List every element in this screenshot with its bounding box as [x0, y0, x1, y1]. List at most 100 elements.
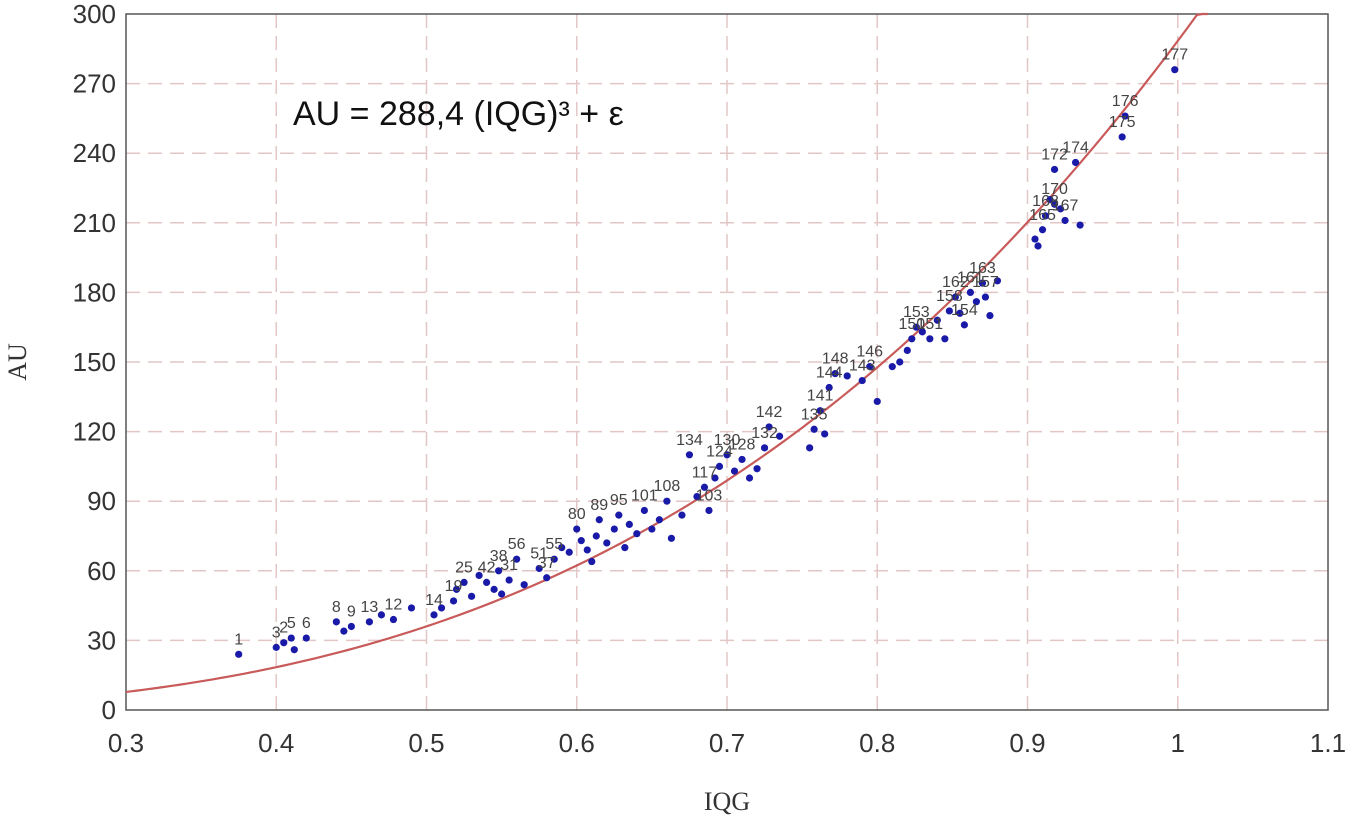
- point-label: 167: [1052, 197, 1079, 214]
- data-point: [810, 425, 818, 433]
- point-label: 103: [696, 487, 723, 504]
- x-axis-label: IQG: [704, 787, 750, 816]
- point-label: 158: [936, 288, 963, 305]
- data-point: [730, 467, 739, 475]
- point-label: 42: [478, 559, 496, 576]
- data-point: [588, 557, 596, 566]
- point-label: 13: [361, 599, 379, 616]
- point-label: 124: [706, 443, 733, 460]
- data-point: [753, 465, 761, 473]
- y-tick-label: 60: [87, 556, 116, 586]
- data-point: [573, 525, 581, 533]
- data-point: [592, 532, 600, 540]
- data-point: [723, 451, 731, 459]
- data-point: [933, 316, 941, 324]
- data-point: [941, 335, 949, 343]
- point-label: 135: [801, 406, 828, 423]
- data-point: [986, 312, 994, 320]
- data-point: [475, 571, 483, 580]
- point-label: 154: [951, 302, 978, 319]
- point-label: 25: [455, 559, 473, 576]
- point-label: 157: [972, 274, 999, 291]
- point-label: 2: [279, 620, 288, 637]
- data-point: [1056, 205, 1065, 213]
- data-point: [610, 525, 618, 533]
- data-point: [490, 585, 498, 593]
- data-point: [520, 581, 528, 589]
- x-tick-label: 1: [1171, 728, 1185, 758]
- data-point: [738, 455, 746, 464]
- data-point: [640, 506, 648, 515]
- y-tick-label: 210: [73, 208, 116, 238]
- point-label: 128: [729, 436, 756, 453]
- point-label: 117: [692, 464, 718, 481]
- point-label: 148: [822, 351, 849, 368]
- point-label: 174: [1062, 139, 1089, 156]
- data-point: [821, 430, 829, 438]
- data-point: [903, 346, 911, 354]
- data-point: [280, 639, 288, 647]
- data-point: [287, 634, 295, 642]
- data-point: [966, 288, 975, 296]
- point-label: 176: [1112, 93, 1139, 110]
- data-point: [1046, 196, 1054, 204]
- data-point: [452, 585, 461, 593]
- data-point: [1050, 200, 1059, 208]
- point-label: 165: [1029, 207, 1056, 224]
- data-point: [926, 335, 934, 343]
- x-tick-label: 0.6: [559, 728, 595, 758]
- y-tick-labels: 0 30 60 90 120 150 180 210 240 270 300: [73, 0, 116, 725]
- point-label: 37: [538, 555, 556, 572]
- data-point: [908, 335, 916, 343]
- point-label: 101: [631, 487, 658, 504]
- x-tick-label: 1.1: [1310, 728, 1346, 758]
- data-point: [583, 546, 591, 554]
- point-label: 6: [302, 615, 311, 632]
- data-points: [235, 66, 1179, 658]
- data-point: [667, 534, 676, 542]
- data-point: [951, 293, 959, 301]
- data-point: [745, 474, 754, 482]
- data-point: [565, 548, 573, 556]
- data-point: [655, 516, 663, 524]
- data-point: [302, 634, 310, 642]
- data-point: [543, 574, 551, 582]
- data-point: [467, 592, 476, 600]
- point-label: 162: [942, 274, 969, 291]
- point-label: 134: [676, 432, 703, 449]
- point-label: 38: [490, 548, 508, 565]
- data-point: [866, 363, 874, 371]
- point-label: 108: [654, 478, 681, 495]
- data-point: [1038, 226, 1047, 234]
- fit-curve-layer: [125, 12, 1208, 694]
- data-point: [873, 397, 881, 406]
- point-label: 1: [234, 631, 243, 648]
- point-label: 95: [610, 492, 628, 509]
- data-point: [765, 423, 773, 431]
- point-label: 151: [916, 316, 943, 333]
- data-point: [1041, 212, 1050, 220]
- point-label: 55: [545, 536, 563, 553]
- y-axis-label: AU: [3, 343, 32, 381]
- point-label: 80: [568, 506, 586, 523]
- point-label: 56: [508, 536, 526, 553]
- point-label: 143: [849, 358, 876, 375]
- point-label: 3: [272, 624, 281, 641]
- data-point: [625, 520, 633, 529]
- data-point: [715, 462, 724, 470]
- x-tick-label: 0.4: [258, 728, 294, 758]
- data-point: [272, 643, 280, 651]
- y-tick-label: 270: [73, 69, 116, 99]
- x-tick-label: 0.8: [859, 728, 895, 758]
- data-point: [513, 555, 521, 563]
- data-point: [972, 298, 981, 306]
- equation-annotation: AU = 288,4 (IQG)³ + ε: [293, 95, 624, 133]
- point-label: 175: [1109, 114, 1136, 131]
- data-point: [535, 564, 543, 573]
- data-point: [1050, 165, 1059, 174]
- data-point: [775, 432, 784, 440]
- y-tick-label: 300: [73, 0, 116, 29]
- data-point: [633, 530, 641, 538]
- point-label: 31: [500, 557, 518, 574]
- data-point: [912, 323, 920, 331]
